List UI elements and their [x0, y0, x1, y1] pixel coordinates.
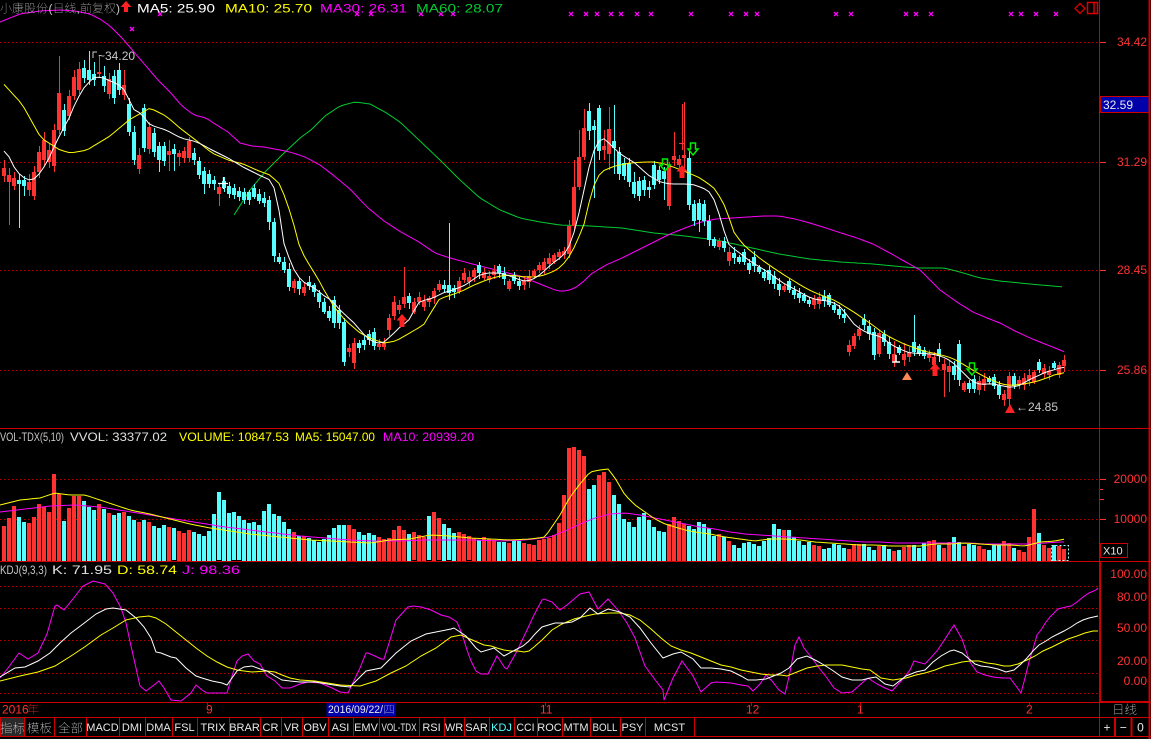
svg-text:RSI: RSI [422, 722, 440, 734]
svg-text:80.00: 80.00 [1117, 590, 1147, 604]
svg-text:MACD: MACD [86, 722, 118, 734]
svg-text:1: 1 [857, 703, 864, 717]
svg-text:X10: X10 [1103, 546, 1123, 558]
svg-text:OBV: OBV [303, 722, 327, 734]
svg-text:0: 0 [1137, 721, 1144, 735]
svg-text:BOLL: BOLL [593, 722, 618, 734]
svg-text:PSY: PSY [621, 722, 644, 734]
svg-text:MA5: 15047.00: MA5: 15047.00 [295, 430, 375, 444]
svg-text:(: ( [49, 2, 53, 16]
svg-text:,: , [77, 2, 80, 16]
svg-text:MA10: 20939.20: MA10: 20939.20 [383, 430, 474, 444]
svg-text:CCI: CCI [517, 722, 535, 734]
svg-text:50.00: 50.00 [1117, 621, 1147, 635]
svg-text:VVOL: 33377.02: VVOL: 33377.02 [70, 430, 167, 444]
svg-text:KDJ(9,3,3): KDJ(9,3,3) [0, 563, 47, 577]
svg-text:2: 2 [1026, 703, 1033, 717]
svg-text:MA5: 25.90: MA5: 25.90 [137, 2, 215, 16]
svg-text:MA30: 26.31: MA30: 26.31 [320, 2, 407, 16]
svg-text:100.00: 100.00 [1110, 567, 1147, 581]
svg-text:12: 12 [746, 703, 760, 717]
svg-text:0.00: 0.00 [1124, 674, 1148, 688]
svg-text:VOL-TDX(5,10): VOL-TDX(5,10) [0, 430, 64, 444]
svg-text:28.45: 28.45 [1117, 263, 1147, 277]
svg-text:34.42: 34.42 [1117, 35, 1147, 49]
svg-text:TRIX: TRIX [200, 722, 226, 734]
svg-text:BRAR: BRAR [229, 722, 260, 734]
svg-text:FSL: FSL [174, 722, 194, 734]
svg-text:): ) [116, 2, 120, 16]
svg-text:ASI: ASI [332, 722, 350, 734]
svg-text:MTM: MTM [563, 722, 588, 734]
svg-text:DMA: DMA [146, 722, 171, 734]
svg-text:20.00: 20.00 [1117, 654, 1147, 668]
svg-text:K: 71.95: K: 71.95 [52, 563, 112, 577]
svg-text:KDJ: KDJ [491, 722, 512, 734]
svg-text:2016: 2016 [2, 703, 29, 717]
svg-text:32.59: 32.59 [1103, 98, 1133, 112]
svg-text:MCST: MCST [654, 722, 685, 734]
svg-text:D: 58.74: D: 58.74 [117, 563, 177, 577]
svg-text:MA60: 28.07: MA60: 28.07 [416, 2, 503, 16]
svg-text:−: − [1120, 721, 1127, 735]
svg-text:SAR: SAR [465, 722, 488, 734]
svg-text:20000: 20000 [1114, 472, 1148, 486]
svg-text:+: + [1103, 721, 1110, 735]
svg-text:VOLUME: 10847.53: VOLUME: 10847.53 [179, 430, 289, 444]
svg-text:DMI: DMI [122, 722, 142, 734]
svg-text:~34.20: ~34.20 [98, 49, 135, 63]
svg-text:25.86: 25.86 [1117, 363, 1147, 377]
svg-text:WR: WR [445, 722, 463, 734]
svg-text:J: 98.36: J: 98.36 [182, 563, 240, 577]
svg-text:2016/09/22/: 2016/09/22/ [328, 704, 384, 716]
svg-text:MA10: 25.70: MA10: 25.70 [225, 2, 312, 16]
svg-text:←24.85: ←24.85 [1016, 400, 1058, 414]
svg-text:CR: CR [263, 722, 279, 734]
svg-text:ROC: ROC [537, 722, 562, 734]
svg-text:VOL-TDX: VOL-TDX [382, 722, 417, 734]
svg-text:EMV: EMV [354, 722, 379, 734]
svg-text:9: 9 [206, 703, 213, 717]
svg-text:11: 11 [540, 703, 553, 717]
svg-text:VR: VR [284, 722, 299, 734]
svg-text:10000: 10000 [1114, 512, 1148, 526]
svg-text:31.29: 31.29 [1117, 155, 1147, 169]
